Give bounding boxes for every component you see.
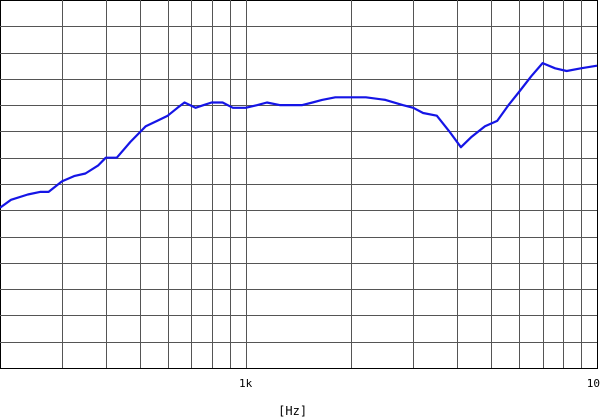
series-line-0 (0, 62, 598, 209)
chart-grid (0, 0, 598, 369)
x-tick-label: 1k (239, 377, 253, 390)
x-tick-label: 10 (587, 377, 600, 390)
chart-series (0, 62, 598, 209)
x-axis-label: [Hz] (278, 404, 307, 418)
x-tick-labels: 1k 10 (239, 377, 600, 390)
